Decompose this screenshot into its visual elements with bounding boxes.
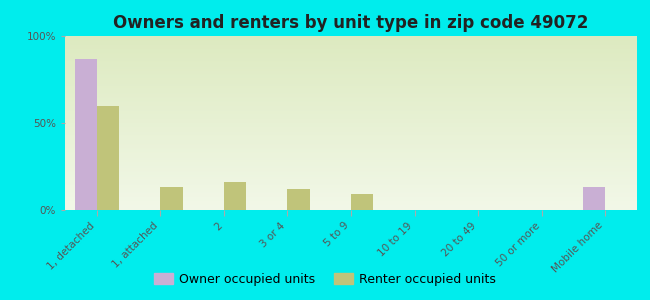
Bar [97,106,119,210]
Bar [161,188,183,210]
Bar [75,58,97,210]
Bar [287,189,309,210]
Bar [583,188,605,210]
Legend: Owner occupied units, Renter occupied units: Owner occupied units, Renter occupied un… [149,268,501,291]
Bar [351,194,373,210]
Title: Owners and renters by unit type in zip code 49072: Owners and renters by unit type in zip c… [113,14,589,32]
Bar [224,182,246,210]
